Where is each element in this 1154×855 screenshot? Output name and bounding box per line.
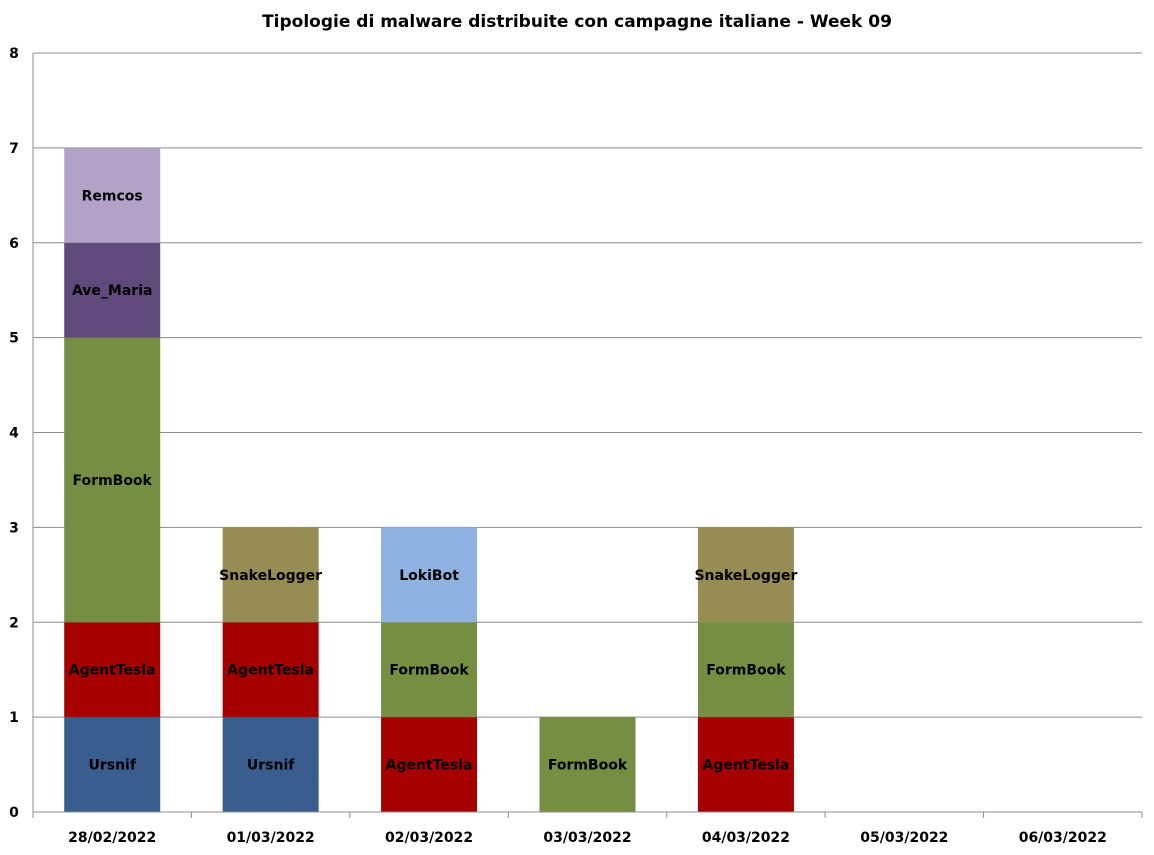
bar-segment-label: AgentTesla xyxy=(703,758,790,774)
bar-segment-label: FormBook xyxy=(73,473,153,489)
bar-segment-agenttesla xyxy=(64,622,161,718)
x-tick-label: 04/03/2022 xyxy=(702,830,790,846)
bar-segment-label: AgentTesla xyxy=(227,663,314,679)
bar-segment-label: FormBook xyxy=(548,758,628,774)
x-tick-label: 28/02/2022 xyxy=(68,830,156,846)
x-tick-label: 03/03/2022 xyxy=(543,830,631,846)
bar-segment-formbook xyxy=(539,717,636,812)
bar-segment-label: AgentTesla xyxy=(386,758,473,774)
bar-segment-lokibot xyxy=(381,527,478,623)
bars: Ursnif AgentTesla FormBook Ave_Maria Remcos U… xyxy=(64,147,797,812)
bar-segment-ursnif xyxy=(64,717,161,812)
bar-segment-label: Ursnif xyxy=(247,758,295,774)
chart-title: Tipologie di malware distribuite con cam… xyxy=(262,12,892,32)
y-tick-label: 8 xyxy=(9,46,19,62)
bar-segment-label: Ave_Maria xyxy=(72,283,153,299)
y-tick-label: 7 xyxy=(9,141,19,157)
bar-segment-snakelogger xyxy=(222,527,319,623)
bar-segment-label: Remcos xyxy=(82,188,143,204)
bar-segment-agenttesla xyxy=(222,622,319,718)
bar-segment-snakelogger xyxy=(697,527,794,623)
y-tick-label: 4 xyxy=(9,426,19,442)
x-tick-label: 05/03/2022 xyxy=(860,830,948,846)
bar-segment-ave-maria xyxy=(64,242,161,338)
x-tick-label: 01/03/2022 xyxy=(227,830,315,846)
y-tick-label: 5 xyxy=(9,331,19,347)
bar-segment-label: LokiBot xyxy=(399,568,459,584)
bar-segment-label: FormBook xyxy=(706,663,786,679)
bar-segment-ursnif xyxy=(222,717,319,812)
bar-segment-agenttesla xyxy=(381,717,478,812)
axes: 0 1 2 3 4 5 6 7 8 28/02/2022 01/03/2022 02/03/2022 0… xyxy=(9,46,1143,846)
bar-segment-label: SnakeLogger xyxy=(694,568,797,584)
y-tick-label: 3 xyxy=(9,520,19,536)
bar-segment-formbook xyxy=(697,622,794,718)
bar-segment-formbook xyxy=(64,337,161,623)
x-tick-label: 06/03/2022 xyxy=(1019,830,1107,846)
x-tick-label: 02/03/2022 xyxy=(385,830,473,846)
y-tick-label: 6 xyxy=(9,236,19,252)
bar-segment-label: Ursnif xyxy=(88,758,136,774)
y-tick-label: 0 xyxy=(9,805,19,821)
bar-segment-label: FormBook xyxy=(389,663,469,679)
bar-segment-agenttesla xyxy=(697,717,794,812)
gridlines xyxy=(33,52,1142,718)
bar-segment-label: AgentTesla xyxy=(69,663,156,679)
bar-segment-remcos xyxy=(64,147,161,243)
y-tick-label: 1 xyxy=(9,710,19,726)
bar-segment-label: SnakeLogger xyxy=(219,568,322,584)
y-tick-label: 2 xyxy=(9,615,19,631)
bar-segment-formbook xyxy=(381,622,478,718)
